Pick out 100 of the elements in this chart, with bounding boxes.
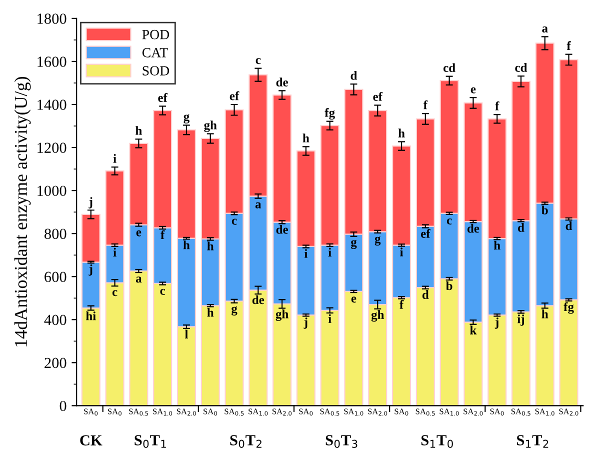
data-label: d [518,223,524,232]
x-tick-label: SA$_{1.0}$ [248,408,268,416]
data-label: g [374,236,381,246]
x-tick-label: SA$_{2.0}$ [368,408,388,416]
y-tick-label: 200 [44,358,66,368]
data-label: h [398,128,405,138]
data-label: i [328,314,332,323]
data-label: i [304,249,308,258]
text: S$_{0}$T$_{2}$ [230,435,262,448]
y-tick-label: 1000 [38,186,66,196]
data-label: b [542,206,548,214]
data-label: hi [86,311,96,320]
data-label: cd [515,63,528,72]
y-tick-label: 600 [44,272,66,282]
data-label: f [495,101,500,110]
x-tick-label: SA$_{0}$ [490,408,504,416]
data-label: h [542,310,548,318]
data-label: c [446,218,452,225]
data-label: h [207,308,214,317]
data-label: fg [564,302,574,314]
legend-label: SOD [142,66,170,76]
data-label: cd [443,63,456,72]
x-tick-label: SA$_{0.5}$ [416,408,435,416]
data-label: c [112,290,118,296]
data-label: i [400,248,404,256]
data-label: de [276,224,288,234]
x-tick-label: SA$_{0}$ [204,408,218,416]
y-tick-label: 800 [44,228,66,240]
data-label: j [88,264,92,276]
x-tick-label: SA$_{0.5}$ [511,408,530,416]
data-label: h [136,126,142,135]
data-label: de [276,78,288,86]
x-tick-label: SA$_{1.0}$ [440,408,459,416]
data-label: k [470,326,477,334]
y-tick-label: 0 [60,400,66,412]
y-tick-label: 1200 [38,142,66,153]
y-tick-label: 1600 [38,56,66,67]
data-label: e [470,87,476,94]
data-label: f [160,230,165,240]
x-tick-label: SA$_{0}$ [108,408,122,416]
data-label: g [231,306,238,316]
data-label: gh [276,310,288,321]
data-label: f [400,300,404,309]
data-label: h [207,242,214,250]
data-label: de [467,224,480,233]
x-tick-label: SA$_{1.0}$ [153,408,172,416]
data-label: c [256,58,261,64]
data-label: a [255,202,262,208]
data-label: ef [373,92,383,101]
data-label: j [494,317,498,329]
data-label: ef [230,91,240,100]
data-label: g [184,114,190,124]
legend-label: CAT [142,48,168,58]
y-tick-label: 400 [44,314,66,326]
data-label: f [566,41,571,50]
text: S$_{0}$T$_{3}$ [326,435,358,448]
x-tick-label: SA$_{0}$ [84,408,98,416]
x-tick-label: SA$_{1.0}$ [535,408,554,416]
data-label: a [136,276,142,283]
x-tick-label: SA$_{2.0}$ [176,408,196,416]
data-label: c [160,288,166,295]
data-label: i [113,154,116,163]
x-tick-label: SA$_{0.5}$ [129,408,148,416]
data-label: i [113,248,116,256]
data-label: j [88,197,92,208]
data-label: fg [324,108,335,120]
data-label: h [302,134,310,142]
data-label: de [252,295,264,304]
x-tick-label: SA$_{0}$ [299,408,313,416]
x-tick-label: SA$_{0.5}$ [224,408,244,416]
text: S$_{1}$T$_{2}$ [517,435,548,448]
data-label: i [328,248,332,256]
x-tick-label: SA$_{0.5}$ [320,408,340,416]
legend-label: POD [142,30,170,40]
data-label: b [446,281,452,290]
data-label: j [304,317,308,329]
text: S$_{0}$T$_{1}$ [134,435,166,448]
data-label: ij [517,314,524,326]
data-label: d [350,71,358,80]
data-label: h [183,240,190,250]
x-tick-label: SA$_{2.0}$ [559,408,578,416]
data-label: e [136,230,142,236]
data-label: d [422,290,429,299]
y-tick-label: 1800 [38,14,66,24]
data-label: ef [420,228,430,238]
data-label: h [494,240,500,250]
text: CK [80,435,102,446]
data-label: gh [204,120,217,132]
data-label: c [232,218,237,225]
y-axis-title: 14dAntioxidant enzyme activity(U/g) [14,76,31,346]
data-label: a [542,26,548,32]
x-tick-label: SA$_{0}$ [394,408,408,416]
data-label: d [566,221,572,230]
text: S$_{1}$T$_{0}$ [421,435,453,448]
data-label: e [351,296,356,303]
x-tick-label: SA$_{2.0}$ [464,408,483,416]
data-label: g [350,240,357,249]
x-tick-label: SA$_{1.0}$ [344,408,364,416]
data-label: gh [371,310,384,322]
data-label: f [423,100,428,110]
